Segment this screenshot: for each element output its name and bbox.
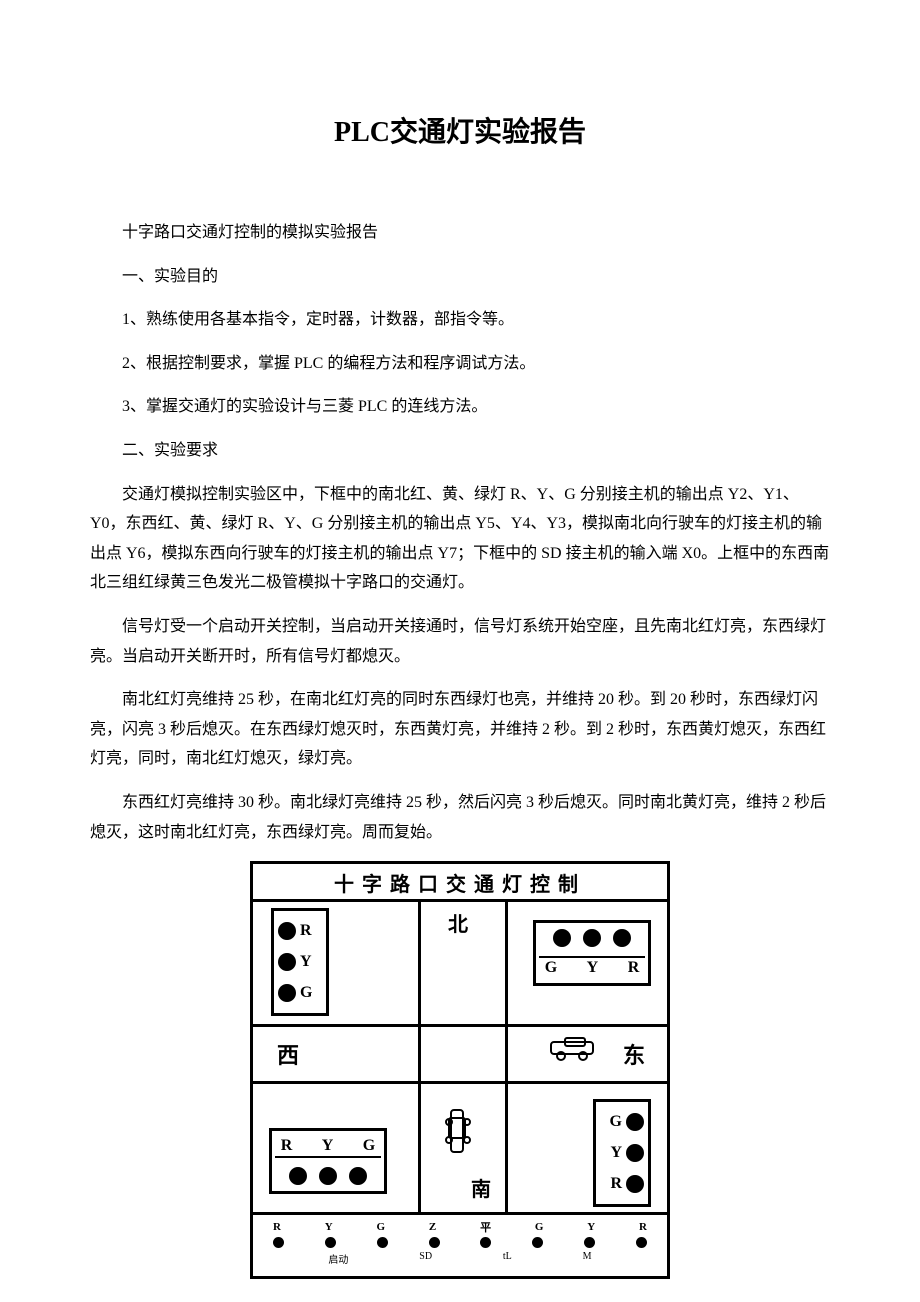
dot-icon [583, 929, 601, 947]
footer-label: R [273, 1221, 281, 1233]
footer-sd-label: SD [419, 1251, 432, 1266]
footer-dots [263, 1237, 657, 1248]
footer-label: Z [429, 1221, 436, 1233]
section-2-heading: 二、实验要求 [90, 436, 830, 466]
footer-tl-label: tL [503, 1251, 512, 1266]
diagram-body: 北 南 西 东 R Y G G Y R [253, 902, 667, 1212]
page-title: PLC交通灯实验报告 [90, 110, 830, 150]
dot-icon [613, 929, 631, 947]
requirement-1: 交通灯模拟控制实验区中，下框中的南北红、黄、绿灯 R、Y、G 分别接主机的输出点… [90, 480, 830, 598]
objective-2: 2、根据控制要求，掌握 PLC 的编程方法和程序调试方法。 [90, 349, 830, 379]
light-southeast: G Y R [593, 1099, 651, 1207]
label-r: R [300, 922, 312, 940]
footer-m-label: M [583, 1251, 592, 1266]
footer-label: 平 [480, 1219, 491, 1235]
label-g: G [300, 984, 312, 1002]
dot-icon [289, 1167, 307, 1185]
report-subtitle: 十字路口交通灯控制的模拟实验报告 [90, 218, 830, 248]
footer-start-label: 启动 [328, 1251, 348, 1266]
label-east: 东 [623, 1038, 645, 1070]
label-g: G [610, 1113, 622, 1131]
traffic-diagram: 十字路口交通灯控制 北 南 西 东 R Y G [250, 861, 670, 1279]
car-south-icon [445, 1108, 471, 1160]
label-south: 南 [471, 1173, 491, 1202]
footer-label: Y [325, 1221, 333, 1233]
label-north: 北 [448, 908, 468, 937]
footer-label: G [377, 1221, 386, 1233]
dot-icon [626, 1113, 644, 1131]
dot-icon [584, 1237, 595, 1248]
light-northwest: R Y G [271, 908, 329, 1016]
dot-icon [273, 1237, 284, 1248]
footer-label: Y [587, 1221, 595, 1233]
section-1-heading: 一、实验目的 [90, 262, 830, 292]
label-west: 西 [277, 1038, 299, 1070]
intersection [421, 1027, 505, 1081]
car-east-icon [549, 1036, 595, 1068]
light-northeast: G Y R [533, 920, 651, 986]
dot-icon [626, 1144, 644, 1162]
label-g: G [363, 1137, 375, 1155]
label-y: Y [322, 1137, 334, 1155]
footer-label: G [535, 1221, 544, 1233]
dot-icon [349, 1167, 367, 1185]
requirement-3: 南北红灯亮维持 25 秒，在南北红灯亮的同时东西绿灯也亮，并维持 20 秒。到 … [90, 685, 830, 774]
label-r: R [610, 1175, 622, 1193]
dot-icon [626, 1175, 644, 1193]
dot-icon [278, 984, 296, 1002]
objective-1: 1、熟练使用各基本指令，定时器，计数器，部指令等。 [90, 305, 830, 335]
diagram-title: 十字路口交通灯控制 [253, 864, 667, 902]
objective-3: 3、掌握交通灯的实验设计与三菱 PLC 的连线方法。 [90, 392, 830, 422]
footer-label: R [639, 1221, 647, 1233]
dot-icon [278, 922, 296, 940]
dot-icon [636, 1237, 647, 1248]
dot-icon [532, 1237, 543, 1248]
requirement-2: 信号灯受一个启动开关控制，当启动开关接通时，信号灯系统开始空座，且先南北红灯亮，… [90, 612, 830, 671]
label-g: G [545, 959, 557, 977]
requirement-4: 东西红灯亮维持 30 秒。南北绿灯亮维持 25 秒，然后闪亮 3 秒后熄灭。同时… [90, 788, 830, 847]
label-r: R [628, 959, 640, 977]
dot-icon [480, 1237, 491, 1248]
label-r: R [281, 1137, 293, 1155]
traffic-diagram-container: 十字路口交通灯控制 北 南 西 东 R Y G [90, 861, 830, 1279]
label-y: Y [610, 1144, 622, 1162]
diagram-footer: R Y G Z 平 G Y R 启动 SD [253, 1212, 667, 1276]
footer-bottom-labels: 启动 SD tL M [263, 1251, 657, 1266]
dot-icon [278, 953, 296, 971]
light-southwest: R Y G [269, 1128, 387, 1194]
label-y: Y [587, 959, 599, 977]
footer-labels: R Y G Z 平 G Y R [263, 1219, 657, 1235]
dot-icon [319, 1167, 337, 1185]
dot-icon [553, 929, 571, 947]
dot-icon [325, 1237, 336, 1248]
label-y: Y [300, 953, 312, 971]
dot-icon [429, 1237, 440, 1248]
dot-icon [377, 1237, 388, 1248]
